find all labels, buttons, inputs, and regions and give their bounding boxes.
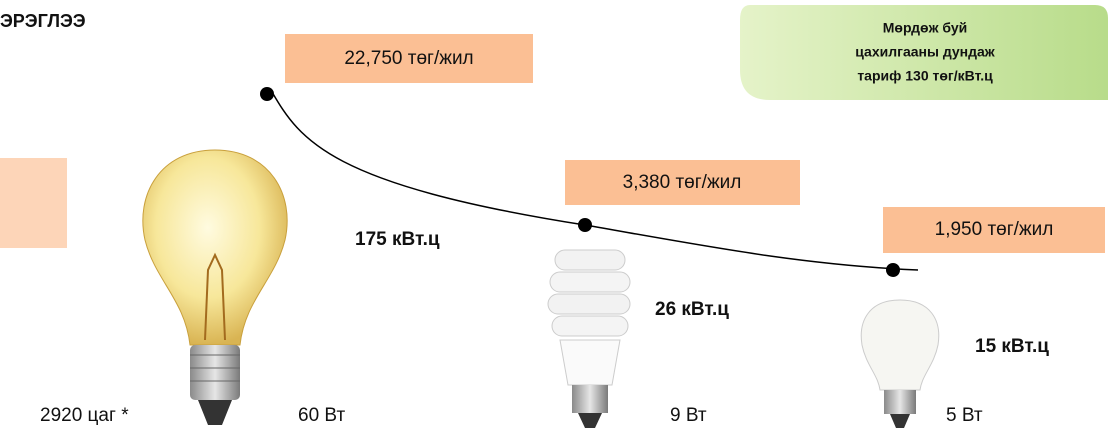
power-label: 60 Вт [298, 405, 345, 426]
note-line: тариф 130 төг/кВт.ц [857, 68, 993, 84]
energy-label: 26 кВт.ц [655, 299, 729, 320]
note-line: Мөрдөж буй [883, 20, 968, 36]
energy-label: 175 кВт.ц [355, 229, 440, 250]
dot [886, 263, 900, 277]
cost-label: 22,750 төг/жил [344, 48, 473, 69]
side-box [0, 158, 67, 248]
power-label: 9 Вт [670, 405, 707, 426]
led-bulb [861, 300, 938, 428]
hours-label: 2920 цаг * [40, 405, 129, 426]
incandescent-bulb [143, 150, 287, 425]
cost-label: 3,380 төг/жил [623, 172, 742, 193]
power-label: 5 Вт [946, 405, 983, 426]
dot [578, 218, 592, 232]
infographic: ЭРЭГЛЭЭ Мөрдөж буй цахилгааны дундаж тар… [0, 0, 1113, 436]
cfl-bulb [548, 250, 630, 428]
cost-label: 1,950 төг/жил [935, 219, 1054, 240]
energy-label: 15 кВт.ц [975, 336, 1049, 357]
dot [260, 87, 274, 101]
title: ЭРЭГЛЭЭ [0, 11, 86, 31]
note-line: цахилгааны дундаж [855, 44, 996, 60]
